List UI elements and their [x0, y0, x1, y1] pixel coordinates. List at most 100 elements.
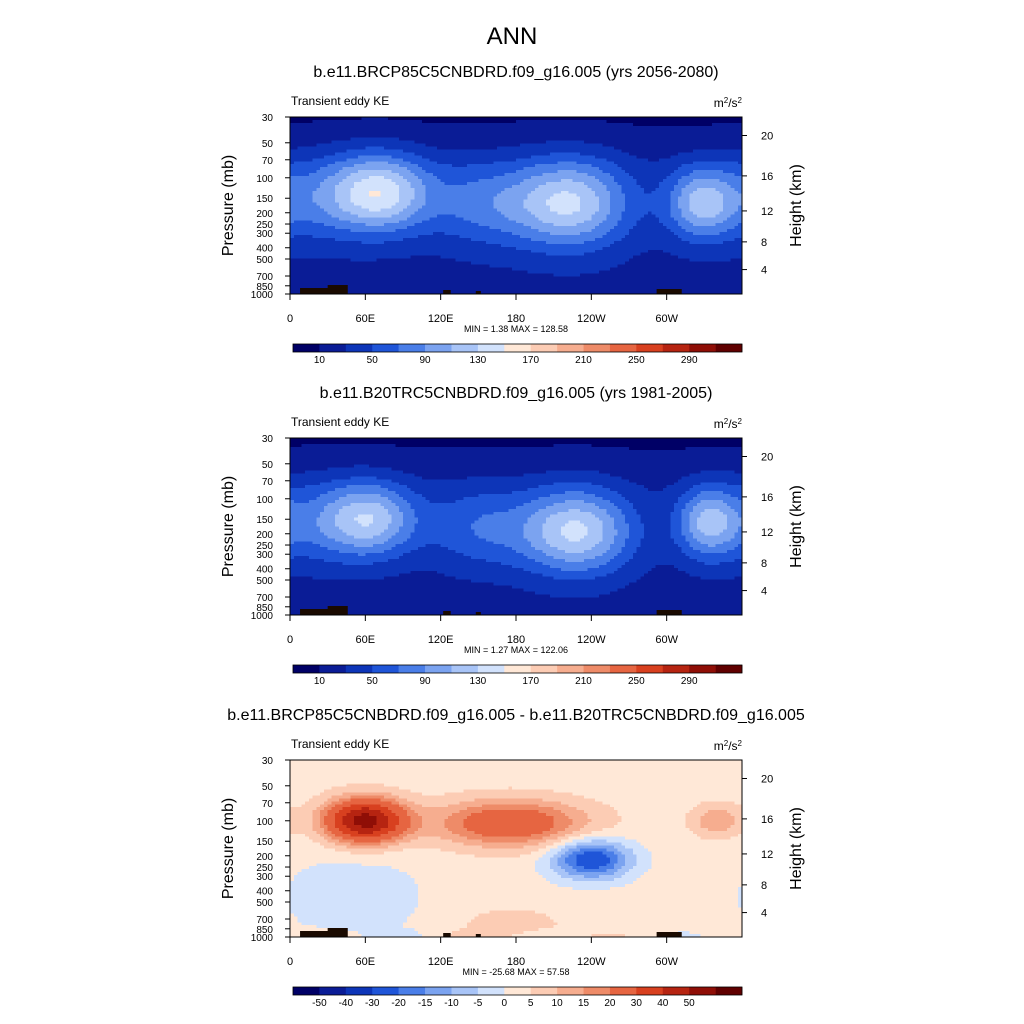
field-cell	[444, 131, 449, 136]
field-cell	[489, 158, 494, 162]
field-cell	[719, 117, 724, 121]
field-cell	[482, 125, 487, 130]
field-cell	[693, 178, 698, 183]
field-cell	[508, 117, 513, 121]
field-cell	[455, 117, 461, 121]
field-cell	[361, 119, 366, 124]
field-cell	[455, 176, 461, 180]
field-cell	[463, 173, 468, 177]
field-cell	[482, 122, 487, 127]
field-cell	[557, 161, 562, 165]
field-cell	[467, 137, 472, 142]
field-cell	[414, 125, 419, 130]
field-cell	[636, 173, 641, 177]
field-cell	[700, 155, 705, 159]
field-cell	[418, 149, 423, 153]
field-cell	[448, 173, 453, 177]
field-cell	[659, 122, 664, 127]
field-cell	[338, 181, 344, 186]
field-cell	[350, 122, 355, 127]
field-cell	[376, 119, 381, 124]
field-cell	[436, 170, 442, 174]
field-cell	[504, 152, 510, 156]
field-cell	[726, 125, 732, 130]
field-cell	[613, 170, 619, 174]
field-cell	[380, 122, 385, 127]
field-cell	[508, 155, 513, 159]
field-cell	[516, 176, 521, 180]
field-cell	[305, 170, 310, 174]
field-cell	[301, 173, 306, 177]
field-cell	[489, 170, 494, 174]
field-cell	[625, 134, 630, 139]
field-cell	[395, 173, 400, 177]
field-cell	[474, 125, 479, 130]
field-cell	[440, 146, 446, 151]
field-cell	[467, 164, 472, 168]
field-cell	[700, 164, 705, 168]
field-cell	[350, 167, 355, 171]
field-cell	[651, 173, 656, 177]
field-cell	[640, 158, 645, 162]
field-cell	[591, 149, 596, 153]
field-cell	[312, 125, 317, 130]
field-cell	[651, 170, 656, 174]
field-cell	[715, 149, 720, 153]
field-cell	[625, 158, 630, 162]
field-cell	[557, 117, 562, 121]
field-cell	[726, 164, 732, 168]
field-cell	[531, 146, 536, 151]
field-cell	[617, 125, 623, 130]
field-cell	[365, 149, 370, 153]
field-cell	[662, 117, 668, 121]
field-cell	[576, 167, 581, 171]
field-cell	[580, 117, 585, 121]
field-cell	[632, 152, 638, 156]
field-cell	[715, 155, 720, 159]
field-cell	[361, 149, 366, 153]
field-cell	[410, 137, 415, 142]
field-cell	[508, 128, 513, 133]
field-cell	[595, 140, 600, 145]
field-cell	[693, 176, 698, 180]
field-cell	[301, 125, 306, 130]
field-cell	[455, 152, 461, 156]
field-cell	[666, 164, 672, 168]
field-cell	[693, 143, 698, 148]
field-cell	[662, 152, 668, 156]
field-cell	[531, 158, 536, 162]
field-cell	[538, 146, 543, 151]
field-cell	[354, 119, 359, 124]
field-cell	[372, 134, 378, 139]
field-cell	[406, 128, 412, 133]
field-cell	[681, 134, 687, 139]
field-cell	[444, 143, 449, 148]
field-cell	[399, 181, 404, 186]
field-cell	[320, 149, 325, 153]
field-cell	[500, 178, 506, 183]
field-cell	[576, 140, 581, 145]
field-cell	[659, 146, 664, 151]
field-cell	[459, 134, 464, 139]
field-cell	[538, 117, 543, 121]
field-cell	[327, 176, 333, 180]
field-cell	[444, 152, 449, 156]
field-cell	[421, 164, 427, 168]
field-cell	[308, 164, 314, 168]
field-cell	[516, 178, 521, 183]
field-cell	[647, 146, 653, 151]
field-cell	[489, 125, 494, 130]
field-cell	[489, 149, 494, 153]
field-cell	[444, 128, 449, 133]
field-cell	[406, 178, 412, 183]
field-cell	[542, 164, 547, 168]
field-cell	[508, 170, 513, 174]
field-cell	[425, 128, 430, 133]
field-cell	[711, 149, 717, 153]
field-cell	[399, 161, 404, 165]
field-cell	[500, 158, 506, 162]
field-cell	[425, 176, 430, 180]
field-cell	[301, 149, 306, 153]
field-cell	[527, 167, 532, 171]
field-cell	[293, 178, 299, 183]
